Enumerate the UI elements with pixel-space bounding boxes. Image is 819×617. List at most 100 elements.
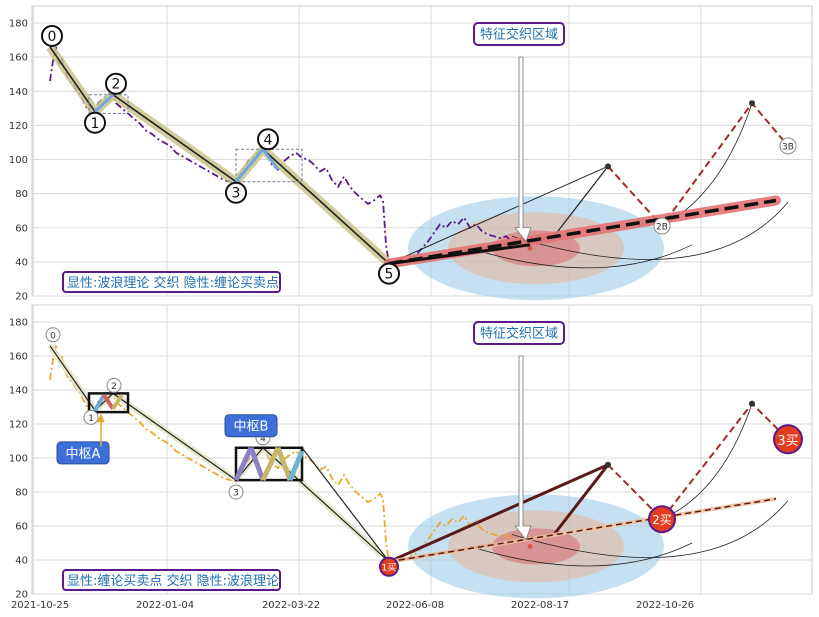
- pivot-box: [87, 392, 130, 414]
- wave-node: [378, 262, 400, 285]
- annotation-arrow: [514, 355, 532, 541]
- wave-node-label: 5: [385, 267, 394, 283]
- y-tick-label: 120: [9, 420, 28, 431]
- y-tick-label: 40: [15, 556, 28, 567]
- projection-node: [653, 217, 671, 235]
- x-tick-label: 2022-08-17: [511, 600, 569, 611]
- y-tick-label: 20: [15, 590, 28, 601]
- wave-12-highlight: [93, 93, 115, 113]
- x-tick-label: 2021-10-25: [11, 600, 69, 611]
- wave-node-label: 3: [233, 489, 239, 499]
- wave-node-label: 4: [260, 434, 266, 444]
- pivot-stroke: [233, 446, 254, 482]
- zone-center: [527, 245, 533, 251]
- pivot-stroke: [102, 393, 115, 410]
- annotation-box: [473, 22, 565, 46]
- projection-path: [607, 101, 789, 228]
- pivot-label-box: [56, 441, 110, 465]
- projection-dot: [605, 461, 611, 468]
- wave-node: [257, 128, 279, 151]
- wave-node-label: 4: [264, 132, 273, 148]
- x-tick-label: 2022-03-22: [262, 600, 320, 611]
- pivot-label-box: [224, 414, 278, 438]
- wave-node: [228, 484, 244, 500]
- wave-node-label: 2: [112, 77, 121, 93]
- y-tick-label: 140: [9, 87, 28, 98]
- wave-node: [84, 111, 106, 134]
- pivot-arrow-head: [97, 413, 105, 423]
- trend-line-solid: [388, 243, 531, 266]
- pivot-label: 中枢B: [234, 420, 269, 435]
- wave-node-label: 0: [48, 29, 57, 45]
- legend-text: 显性:缠论买卖点 交织 隐性:波浪理论: [67, 573, 279, 589]
- buy-point-label: 3买: [777, 434, 798, 449]
- pivot-box: [234, 446, 304, 482]
- wave-node: [225, 181, 247, 204]
- wave-34-highlight: [234, 146, 280, 183]
- pivot-stroke: [111, 393, 124, 410]
- pivot-box: [88, 94, 129, 114]
- y-tick-label: 120: [9, 121, 28, 132]
- annotation-text: 特征交织区域: [480, 27, 558, 43]
- wave-node: [105, 72, 127, 95]
- projection-node-label: 3B: [782, 142, 794, 152]
- legend-box: [62, 271, 281, 293]
- projection-dot: [749, 100, 755, 107]
- y-tick-label: 160: [9, 53, 28, 64]
- trend-line: [388, 198, 777, 266]
- wave-node-label: 1: [91, 116, 100, 132]
- wave-node: [45, 327, 61, 343]
- x-tick-label: 2022-10-26: [636, 600, 694, 611]
- projection-path: [607, 402, 789, 521]
- y-tick-label: 60: [15, 223, 28, 234]
- y-tick-label: 80: [15, 488, 28, 499]
- y-tick-label: 160: [9, 352, 28, 363]
- pivot-stroke: [260, 446, 281, 482]
- arc-curve: [469, 542, 693, 567]
- projection-node: [779, 137, 797, 155]
- buy-point: [379, 556, 399, 577]
- y-tick-label: 100: [9, 155, 28, 166]
- zone-center: [527, 543, 533, 549]
- wave-node: [83, 409, 99, 425]
- x-tick-label: 2022-01-04: [136, 600, 194, 611]
- projection-dot: [605, 163, 611, 170]
- arc-curve: [469, 244, 693, 269]
- pivot-label: 中枢A: [66, 447, 101, 462]
- projection-line: [552, 463, 610, 536]
- arc-curve: [661, 403, 753, 520]
- wave-line-extra: [301, 447, 390, 563]
- wave-node-label: 3: [232, 186, 241, 202]
- y-tick-label: 20: [15, 292, 28, 303]
- zone-inner: [492, 528, 580, 565]
- trend-line: [388, 498, 777, 563]
- y-tick-label: 140: [9, 386, 28, 397]
- projection-node-label: 2B: [656, 223, 668, 233]
- y-tick-label: 40: [15, 257, 28, 268]
- pivot-stroke: [93, 394, 106, 412]
- x-axis: 2021-10-25 2022-01-04 2022-03-22 2022-06-08…: [11, 600, 694, 611]
- pivot-stroke: [248, 446, 266, 481]
- wave-node-label: 0: [50, 331, 56, 341]
- wave-node: [41, 24, 63, 47]
- legend-box: [62, 569, 281, 591]
- buy-point-label: 2买: [652, 513, 672, 527]
- arc-curve: [511, 500, 789, 559]
- pivot-stroke: [275, 446, 293, 481]
- buy-point: [648, 505, 676, 534]
- projection-dot: [749, 400, 755, 407]
- buy-point: [773, 424, 803, 455]
- y-tick-label: 180: [9, 318, 28, 329]
- x-tick-label: 2022-06-08: [386, 600, 444, 611]
- legend-text: 显性:波浪理论 交织 隐性:缠论买卖点: [67, 275, 279, 291]
- projection-line: [553, 165, 609, 237]
- projection-line: [388, 463, 609, 564]
- wave-node-label: 1: [88, 414, 94, 424]
- arc-curve: [511, 201, 789, 260]
- wave-node: [106, 377, 122, 393]
- annotation-box: [473, 321, 565, 345]
- wave-line: [49, 46, 390, 265]
